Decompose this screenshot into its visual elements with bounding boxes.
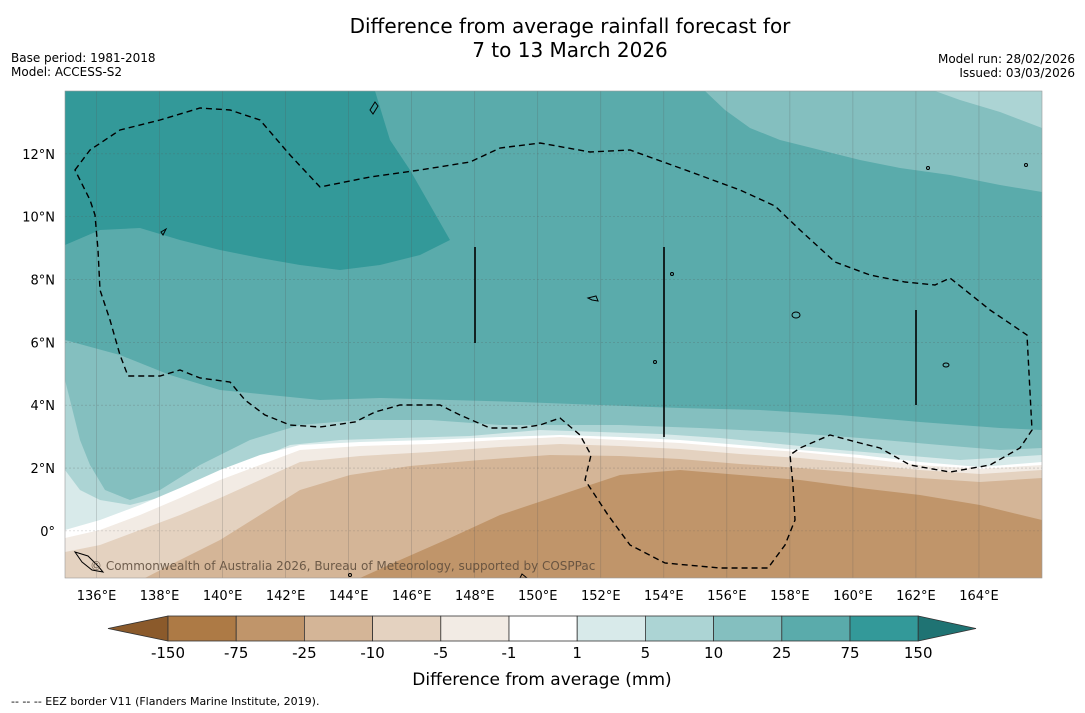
x-tick-label: 162°E: [896, 589, 936, 604]
model-run: Model run: 28/02/2026: [937, 52, 1075, 66]
x-tick-label: 144°E: [329, 589, 369, 604]
colorbar-extend-low: [107, 615, 169, 642]
colorbar-tick-label: 5: [641, 644, 651, 662]
colorbar-segment: [235, 615, 305, 642]
colorbar-tick-label: 25: [772, 644, 791, 662]
x-tick-label: 138°E: [140, 589, 180, 604]
plot-frame: [64, 90, 1043, 579]
base-period: Base period: 1981-2018: [11, 51, 156, 65]
eez-border: [74, 107, 1033, 569]
zone-5-to-10-northeast: [935, 91, 1042, 128]
island-outline: [73, 551, 105, 573]
colorbar-tick-label: 1: [572, 644, 582, 662]
island-outline: [519, 573, 528, 578]
x-tick-label: 150°E: [518, 589, 558, 604]
colorbar-segment: [508, 615, 578, 642]
colorbar-segment: [167, 615, 237, 642]
colorbar-segment: [576, 615, 646, 642]
island-outline: [670, 272, 674, 276]
metadata-right: Model run: 28/02/2026 Issued: 03/03/2026: [938, 52, 1075, 80]
colorbar-tick-label: 75: [840, 644, 859, 662]
island-outline: [348, 573, 352, 577]
colorbar-ticks: -150 -75 -25 -10 -5 -1 1 5 10 25 75 150: [151, 644, 933, 662]
copyright-text: © Commonwealth of Australia 2026, Bureau…: [90, 559, 595, 573]
y-tick-label: 8°N: [31, 274, 56, 289]
colorbar: [107, 615, 977, 642]
x-tick-label: 164°E: [959, 589, 999, 604]
chart-title: Difference from average rainfall forecas…: [270, 14, 870, 62]
map-plot-area: © Commonwealth of Australia 2026, Bureau…: [65, 91, 1042, 578]
colorbar-tick-label: 150: [904, 644, 933, 662]
zone-10-to-25-northeast: [705, 91, 1042, 192]
zone-minus75-to-minus25: [360, 470, 1042, 578]
colorbar-tick-label: -10: [360, 644, 385, 662]
island-outline: [1024, 163, 1028, 167]
model-name: Model: ACCESS-S2: [11, 65, 123, 79]
colorbar-segment: [645, 615, 715, 642]
title-line-1: Difference from average rainfall forecas…: [349, 14, 791, 38]
colorbar-extend-high: [917, 615, 977, 642]
y-axis-ticks: 12°N 10°N 8°N 6°N 4°N 2°N 0°: [22, 148, 55, 540]
x-tick-label: 136°E: [77, 589, 117, 604]
y-tick-label: 4°N: [31, 399, 56, 414]
colorbar-tick-label: -25: [292, 644, 317, 662]
colorbar-segment: [849, 615, 919, 642]
colorbar-segment: [372, 615, 442, 642]
y-tick-label: 0°: [40, 525, 55, 540]
eez-footnote: -- -- -- EEZ border V11 (Flanders Marine…: [11, 695, 320, 708]
island-lines: [474, 247, 917, 437]
island-coastlines: [73, 101, 1028, 578]
colorbar-segment: [440, 615, 510, 642]
island-outline: [369, 101, 379, 115]
island-outline: [942, 362, 950, 368]
y-tick-label: 12°N: [22, 148, 55, 163]
island-outline: [586, 295, 599, 302]
y-tick-label: 2°N: [31, 462, 56, 477]
title-line-2: 7 to 13 March 2026: [472, 38, 668, 62]
x-tick-label: 148°E: [455, 589, 495, 604]
island-outline: [653, 360, 657, 364]
zone-75-to-150: [65, 91, 450, 270]
colorbar-label: Difference from average (mm): [412, 670, 671, 690]
colorbar-tick-label: -150: [151, 644, 185, 662]
island-outline: [791, 311, 801, 319]
x-tick-label: 154°E: [644, 589, 684, 604]
x-tick-label: 152°E: [581, 589, 621, 604]
issued-date: Issued: 03/03/2026: [959, 66, 1075, 80]
x-axis-ticks: 136°E 138°E 140°E 142°E 144°E 146°E 148°E 150°E…: [77, 589, 999, 604]
colorbar-tick-label: -1: [502, 644, 517, 662]
colorbar-tick-label: -5: [433, 644, 448, 662]
colorbar-tick-label: -75: [224, 644, 249, 662]
colorbar-segment: [781, 615, 851, 642]
y-tick-label: 10°N: [22, 211, 55, 226]
x-tick-label: 140°E: [203, 589, 243, 604]
x-tick-label: 158°E: [770, 589, 810, 604]
colorbar-tick-label: 10: [704, 644, 723, 662]
x-tick-label: 146°E: [392, 589, 432, 604]
colorbar-segment: [713, 615, 783, 642]
gridlines: [65, 91, 1042, 578]
island-outline: [926, 166, 930, 170]
x-tick-label: 160°E: [833, 589, 873, 604]
y-tick-label: 6°N: [31, 336, 56, 351]
island-outline: [160, 227, 168, 236]
x-tick-label: 142°E: [266, 589, 306, 604]
colorbar-segment: [303, 615, 373, 642]
x-tick-label: 156°E: [707, 589, 747, 604]
metadata-left: Base period: 1981-2018 Model: ACCESS-S2: [11, 51, 156, 79]
